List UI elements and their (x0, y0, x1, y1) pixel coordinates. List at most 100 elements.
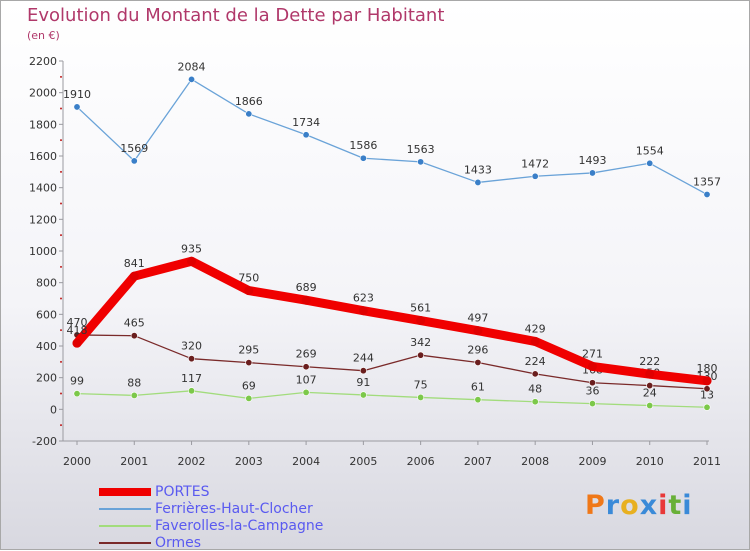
x-tick-label: 2001 (120, 455, 148, 468)
data-label: 91 (356, 376, 370, 389)
data-point (302, 363, 310, 371)
data-label: 1493 (578, 154, 606, 167)
y-tick-label: 2000 (29, 87, 57, 100)
data-label: 180 (697, 362, 718, 375)
logo-letter: x (639, 490, 659, 521)
y-tick-label: 2200 (29, 55, 57, 68)
data-point (302, 131, 310, 139)
data-point (703, 403, 711, 411)
data-label: 88 (127, 376, 141, 389)
legend-item-ferrieres: Ferrières-Haut-Clocher (99, 500, 323, 517)
proxiti-logo: Proxiti (585, 490, 693, 521)
logo-letter: t (668, 490, 683, 521)
data-label: 99 (70, 375, 84, 388)
data-point (359, 154, 367, 162)
data-point (588, 379, 596, 387)
data-label: 117 (181, 372, 202, 385)
data-label: 1472 (521, 157, 549, 170)
data-label: 935 (181, 242, 202, 255)
data-point (531, 398, 539, 406)
x-tick-label: 2009 (578, 455, 606, 468)
data-label: 429 (525, 322, 546, 335)
legend-label-portes: PORTES (155, 483, 210, 500)
data-label: 561 (410, 302, 431, 315)
data-label: 2084 (178, 60, 206, 73)
x-tick-label: 2008 (521, 455, 549, 468)
data-point (416, 316, 426, 326)
data-point (530, 336, 540, 346)
y-minor-tick (60, 107, 62, 110)
x-tick-label: 2011 (693, 455, 721, 468)
data-label: 24 (643, 387, 657, 400)
data-point (587, 361, 597, 371)
data-label: 269 (296, 348, 317, 361)
y-minor-tick (60, 202, 62, 205)
data-label: 1357 (693, 175, 721, 188)
data-label: 69 (242, 379, 256, 392)
y-tick-label: 400 (36, 340, 57, 353)
data-point (588, 169, 596, 177)
data-label: 841 (124, 257, 145, 270)
data-point (187, 256, 197, 266)
data-label: 13 (700, 388, 714, 401)
data-label: 222 (639, 355, 660, 368)
data-point (73, 390, 81, 398)
data-point (702, 376, 712, 386)
legend-item-faverolles: Faverolles-la-Campagne (99, 517, 323, 534)
y-minor-tick (60, 265, 62, 268)
data-label: 465 (124, 317, 145, 330)
legend-item-ormes: Ormes (99, 534, 323, 551)
y-minor-tick (60, 234, 62, 237)
data-label: 1554 (636, 144, 664, 157)
data-point (245, 110, 253, 118)
data-label: 623 (353, 292, 374, 305)
data-label: 1586 (349, 139, 377, 152)
data-label: 75 (414, 378, 428, 391)
data-point (188, 75, 196, 83)
data-point (130, 332, 138, 340)
data-point (645, 369, 655, 379)
logo-letter: i (658, 490, 669, 521)
data-label: 418 (67, 324, 88, 337)
data-point (703, 385, 711, 393)
x-tick-label: 2003 (235, 455, 263, 468)
x-tick-label: 2010 (636, 455, 664, 468)
data-point (417, 351, 425, 359)
y-tick-label: 1200 (29, 213, 57, 226)
logo-letter: o (620, 490, 640, 521)
y-minor-tick (60, 297, 62, 300)
logo-letter: r (605, 490, 621, 521)
data-point (188, 355, 196, 363)
data-label: 296 (467, 343, 488, 356)
data-label: 295 (238, 344, 259, 357)
data-point (244, 286, 254, 296)
data-label: 1866 (235, 95, 263, 108)
data-label: 271 (582, 347, 603, 360)
legend-label-ferrieres: Ferrières-Haut-Clocher (155, 500, 313, 517)
data-label: 1569 (120, 142, 148, 155)
data-label: 750 (238, 272, 259, 285)
y-tick-label: 1000 (29, 245, 57, 258)
x-tick-label: 2005 (349, 455, 377, 468)
logo-letter: P (585, 490, 606, 521)
legend-swatch-ferrieres (99, 507, 151, 510)
data-label: 320 (181, 340, 202, 353)
data-label: 48 (528, 383, 542, 396)
y-minor-tick (60, 329, 62, 332)
x-tick-label: 2004 (292, 455, 320, 468)
y-minor-tick (60, 75, 62, 78)
data-label: 1910 (63, 88, 91, 101)
data-point (474, 358, 482, 366)
y-minor-tick (60, 170, 62, 173)
data-label: 107 (296, 373, 317, 386)
data-point (473, 326, 483, 336)
data-point (417, 393, 425, 401)
data-point (358, 306, 368, 316)
data-point (646, 382, 654, 390)
data-point (129, 271, 139, 281)
series-line (76, 390, 708, 408)
legend-label-faverolles: Faverolles-la-Campagne (155, 517, 324, 534)
legend: PORTES Ferrières-Haut-Clocher Faverolles… (99, 483, 323, 551)
data-label: 689 (296, 281, 317, 294)
y-tick-label: 0 (50, 403, 57, 416)
